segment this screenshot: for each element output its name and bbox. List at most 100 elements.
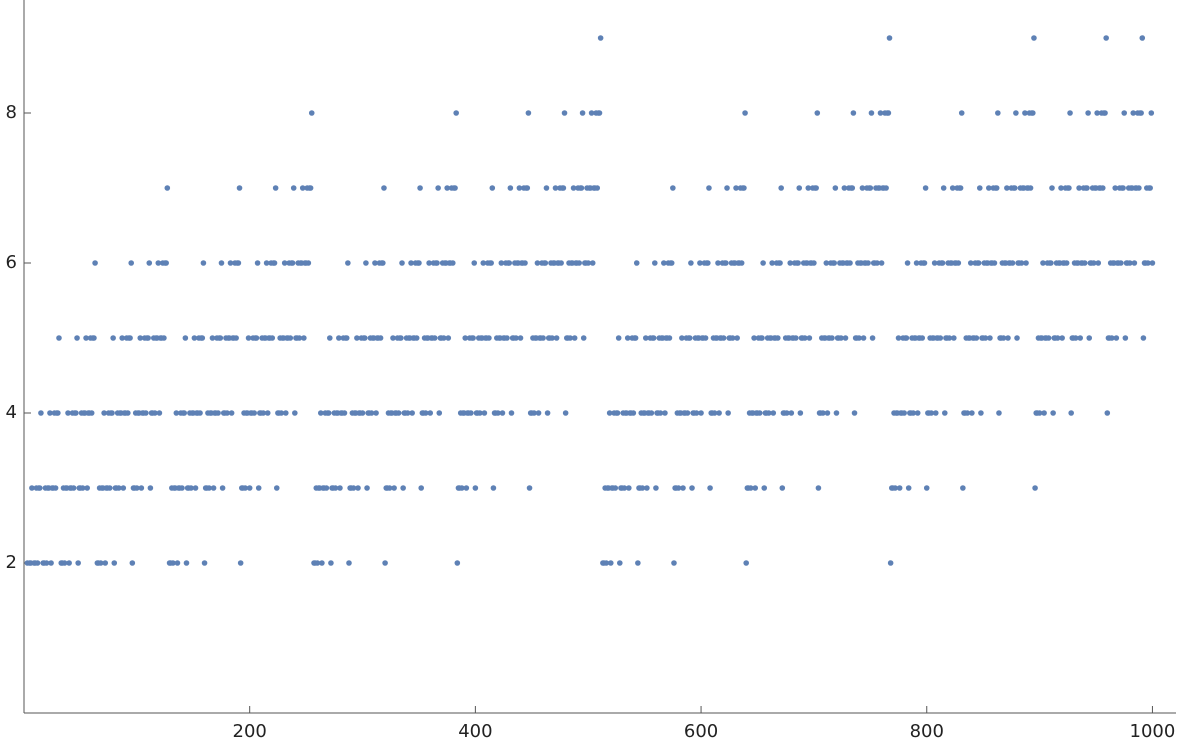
point [752,485,759,491]
point [345,260,351,266]
y-tick-label: 2 [6,552,17,573]
point [417,185,423,191]
point [129,560,136,566]
point [743,560,749,566]
point [445,335,452,341]
point [1127,260,1133,266]
point [831,260,838,266]
point [377,335,384,341]
x-tick-label: 800 [910,721,944,742]
point [874,260,880,266]
point [200,260,207,266]
point [119,335,125,341]
point [524,185,531,191]
point [851,410,858,416]
point [698,410,704,416]
point [65,410,71,416]
point [1004,185,1010,191]
point [323,485,330,491]
point [508,410,515,416]
point [967,260,974,266]
point [1011,185,1018,191]
point [343,335,350,341]
point [1067,110,1073,116]
point [1120,185,1126,191]
point [373,410,379,416]
point [48,560,54,566]
point [1131,260,1138,266]
point [720,335,727,341]
point [192,485,199,491]
point [199,335,206,341]
point [805,185,812,191]
point [317,410,324,416]
point [61,560,68,566]
point [408,260,414,266]
point [70,485,77,491]
point [254,260,261,266]
point [36,485,43,491]
x-tick-label: 600 [684,721,718,742]
point [481,410,488,416]
point [255,485,262,491]
point [680,485,686,491]
point [1048,260,1054,266]
point [1121,110,1128,116]
point [896,485,903,491]
point [958,110,965,116]
point [513,335,519,341]
point [832,185,839,191]
point [233,335,239,341]
point [878,260,885,266]
point [1054,335,1061,341]
point [865,260,871,266]
point [544,410,551,416]
point [877,110,884,116]
point [164,185,171,191]
point [472,485,479,491]
point [937,335,944,341]
point [1084,185,1090,191]
point [765,410,772,416]
point [341,410,348,416]
point [398,335,404,341]
point [459,485,465,491]
point [337,485,343,491]
point [648,410,655,416]
point [296,335,303,341]
point [477,410,483,416]
point [841,185,848,191]
point [922,185,929,191]
point [1014,335,1020,341]
point [684,410,691,416]
point [1085,110,1091,116]
point [814,110,821,116]
point [517,335,524,341]
point [596,110,603,116]
point [115,485,122,491]
point [1018,260,1025,266]
point [751,335,757,341]
point [138,485,145,491]
point [237,560,244,566]
point [969,410,975,416]
point [760,260,766,266]
point [607,560,614,566]
point [361,335,368,341]
point [127,335,133,341]
point [585,260,592,266]
point [75,560,81,566]
x-tick-label: 200 [233,721,267,742]
point [815,485,822,491]
point [856,335,862,341]
point [671,560,677,566]
point [675,485,682,491]
point [380,260,386,266]
point [1005,335,1011,341]
point [453,110,459,116]
point [1139,35,1146,41]
point [975,260,982,266]
point [463,485,470,491]
point [1149,260,1156,266]
